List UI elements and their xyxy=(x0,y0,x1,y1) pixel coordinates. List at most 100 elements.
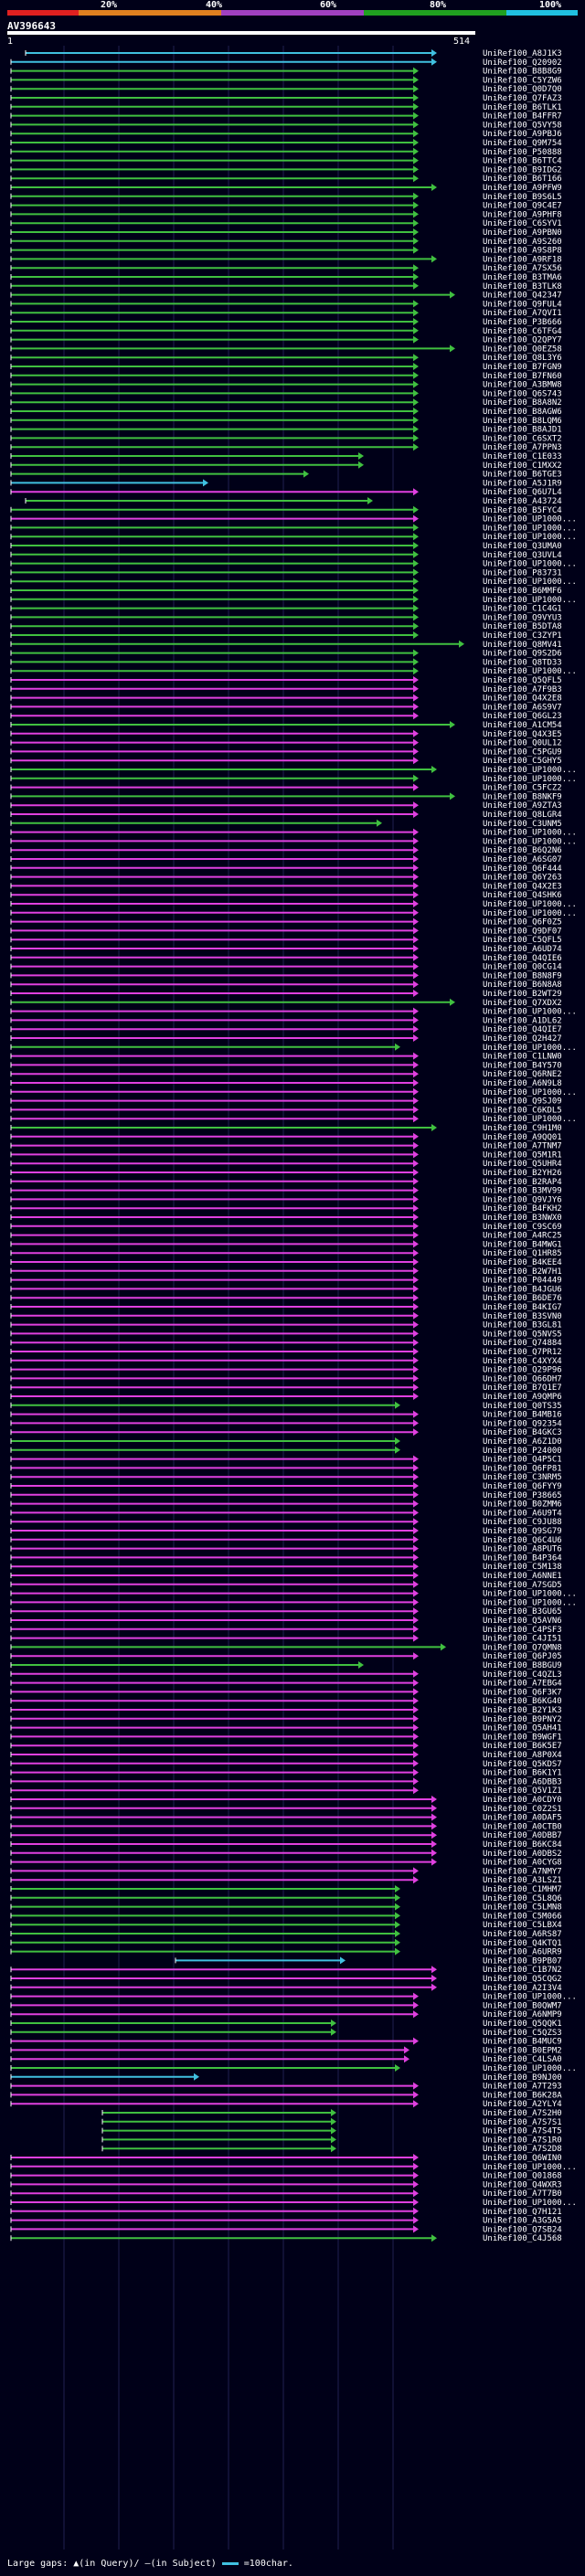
hit-row[interactable]: UniRef100_B6KG40 xyxy=(10,1697,562,1706)
hit-row[interactable]: UniRef100_Q6FP81 xyxy=(10,1464,562,1473)
hit-row[interactable]: UniRef100_B6DE76 xyxy=(10,1294,562,1303)
hit-label[interactable]: UniRef100_Q42347 xyxy=(483,292,562,301)
hit-row[interactable]: UniRef100_Q9VJY6 xyxy=(10,1195,562,1204)
hit-row[interactable]: UniRef100_Q74884 xyxy=(10,1339,562,1348)
hit-label[interactable]: UniRef100_UP1000... xyxy=(483,2163,577,2172)
hit-row[interactable]: UniRef100_UP1000... xyxy=(10,1115,577,1124)
hit-row[interactable]: UniRef100_Q5CQG2 xyxy=(10,1975,562,1984)
hit-row[interactable]: UniRef100_A0DAF5 xyxy=(10,1813,562,1823)
hit-row[interactable]: UniRef100_B4KIG7 xyxy=(10,1303,562,1312)
hit-label[interactable]: UniRef100_C1MHM7 xyxy=(483,1885,562,1894)
hit-label[interactable]: UniRef100_Q6RNE2 xyxy=(483,1070,562,1079)
hit-label[interactable]: UniRef100_B9IDG2 xyxy=(483,165,562,175)
hit-row[interactable]: UniRef100_A43724 xyxy=(25,497,562,506)
hit-row[interactable]: UniRef100_A2YLY4 xyxy=(10,2100,562,2109)
hit-row[interactable]: UniRef100_C6SYV1 xyxy=(10,219,562,228)
hit-label[interactable]: UniRef100_Q6F0Z5 xyxy=(483,918,562,928)
hit-row[interactable]: UniRef100_A6S9V7 xyxy=(10,703,562,712)
hit-row[interactable]: UniRef100_Q0TS35 xyxy=(10,1401,562,1411)
hit-label[interactable]: UniRef100_Q4X3E5 xyxy=(483,730,562,739)
hit-row[interactable]: UniRef100_UP1000... xyxy=(10,524,577,533)
hit-row[interactable]: UniRef100_Q4KTQ1 xyxy=(10,1938,562,1948)
hit-label[interactable]: UniRef100_C5M138 xyxy=(483,1563,562,1572)
hit-row[interactable]: UniRef100_Q5UHR4 xyxy=(10,1160,562,1169)
hit-label[interactable]: UniRef100_B6TGE3 xyxy=(483,471,562,480)
hit-row[interactable]: UniRef100_Q2QPY7 xyxy=(10,335,562,345)
hit-label[interactable]: UniRef100_B6KG40 xyxy=(483,1697,562,1706)
hit-row[interactable]: UniRef100_A7S4T5 xyxy=(101,2126,562,2136)
hit-row[interactable]: UniRef100_B9PB07 xyxy=(175,1956,562,1966)
hit-row[interactable]: UniRef100_UP1000... xyxy=(10,1992,577,2002)
hit-label[interactable]: UniRef100_Q5AVN6 xyxy=(483,1617,562,1626)
hit-label[interactable]: UniRef100_A7NMY7 xyxy=(483,1867,562,1876)
hit-row[interactable]: UniRef100_C1LNW0 xyxy=(10,1052,562,1062)
hit-label[interactable]: UniRef100_C4JI51 xyxy=(483,1635,562,1644)
hit-row[interactable]: UniRef100_UP1000... xyxy=(10,514,577,525)
hit-row[interactable]: UniRef100_A7PPN3 xyxy=(10,443,562,452)
hit-label[interactable]: UniRef100_B8NKF9 xyxy=(483,792,562,801)
hit-row[interactable]: UniRef100_C4PSF3 xyxy=(10,1625,562,1635)
hit-row[interactable]: UniRef100_Q3UMA0 xyxy=(10,542,562,551)
hit-row[interactable]: UniRef100_A2I3V4 xyxy=(10,1983,562,1993)
hit-label[interactable]: UniRef100_B0ZMM6 xyxy=(483,1500,562,1510)
hit-label[interactable]: UniRef100_B3GL81 xyxy=(483,1321,562,1330)
hit-label[interactable]: UniRef100_B4GKC3 xyxy=(483,1428,562,1437)
hit-row[interactable]: UniRef100_Q8LGR4 xyxy=(10,811,562,820)
hit-row[interactable]: UniRef100_Q6GL23 xyxy=(10,712,562,721)
hit-label[interactable]: UniRef100_B0EPM2 xyxy=(483,2046,562,2055)
hit-label[interactable]: UniRef100_UP1000... xyxy=(483,766,577,775)
hit-row[interactable]: UniRef100_P04449 xyxy=(10,1276,562,1286)
hit-label[interactable]: UniRef100_B8AJD1 xyxy=(483,426,562,435)
hit-label[interactable]: UniRef100_C5QZS3 xyxy=(483,2029,562,2038)
hit-label[interactable]: UniRef100_Q1HR85 xyxy=(483,1249,562,1258)
hit-row[interactable]: UniRef100_B2W7H1 xyxy=(10,1267,562,1277)
hit-row[interactable]: UniRef100_A9QMP6 xyxy=(10,1393,562,1402)
hit-row[interactable]: UniRef100_Q20902 xyxy=(10,58,562,68)
hit-label[interactable]: UniRef100_B6K1Y1 xyxy=(483,1769,562,1778)
hit-row[interactable]: UniRef100_Q4P5C1 xyxy=(10,1455,562,1465)
hit-label[interactable]: UniRef100_UP1000... xyxy=(483,1088,577,1097)
hit-row[interactable]: UniRef100_B9PNY2 xyxy=(10,1714,562,1724)
hit-row[interactable]: UniRef100_B8A8N2 xyxy=(10,398,562,408)
hit-label[interactable]: UniRef100_C5FCZ2 xyxy=(483,784,562,793)
hit-row[interactable]: UniRef100_Q5M1R1 xyxy=(10,1150,562,1160)
hit-row[interactable]: UniRef100_C5L8Q6 xyxy=(10,1893,562,1903)
hit-row[interactable]: UniRef100_Q9SJ09 xyxy=(10,1097,562,1107)
hit-row[interactable]: UniRef100_C5PGU9 xyxy=(10,747,562,757)
hit-label[interactable]: UniRef100_B3GU65 xyxy=(483,1607,562,1617)
hit-row[interactable]: UniRef100_Q6F3K7 xyxy=(10,1688,562,1697)
hit-row[interactable]: UniRef100_UP1000... xyxy=(10,2162,577,2172)
hit-label[interactable]: UniRef100_A6Z1D0 xyxy=(483,1437,562,1447)
hit-row[interactable]: UniRef100_Q7QMN8 xyxy=(10,1643,562,1652)
hit-row[interactable]: UniRef100_Q6PJ05 xyxy=(10,1652,562,1661)
hit-row[interactable]: UniRef100_Q6S743 xyxy=(10,389,562,398)
hit-row[interactable]: UniRef100_Q5QFL5 xyxy=(10,676,562,685)
hit-row[interactable]: UniRef100_Q7H121 xyxy=(10,2207,562,2217)
hit-row[interactable]: UniRef100_C5QFL5 xyxy=(10,936,562,945)
hit-label[interactable]: UniRef100_C6SYV1 xyxy=(483,219,562,228)
hit-row[interactable]: UniRef100_C1MHM7 xyxy=(10,1885,562,1894)
hit-label[interactable]: UniRef100_A9PBN0 xyxy=(483,228,562,238)
hit-label[interactable]: UniRef100_B4FFR7 xyxy=(483,112,562,122)
hit-label[interactable]: UniRef100_UP1000... xyxy=(483,837,577,846)
hit-label[interactable]: UniRef100_Q4SHK6 xyxy=(483,891,562,900)
hit-label[interactable]: UniRef100_UP1000... xyxy=(483,1590,577,1599)
hit-label[interactable]: UniRef100_Q5CQG2 xyxy=(483,1975,562,1984)
hit-label[interactable]: UniRef100_B9PNY2 xyxy=(483,1715,562,1724)
hit-label[interactable]: UniRef100_C5M066 xyxy=(483,1912,562,1921)
hit-row[interactable]: UniRef100_B0ZMM6 xyxy=(10,1500,562,1510)
hit-label[interactable]: UniRef100_P50888 xyxy=(483,148,562,157)
hit-row[interactable]: UniRef100_C6TFG4 xyxy=(10,326,562,336)
hit-label[interactable]: UniRef100_Q0UL12 xyxy=(483,739,562,748)
hit-row[interactable]: UniRef100_UP1000... xyxy=(10,1598,577,1607)
hit-label[interactable]: UniRef100_B4MUC9 xyxy=(483,2038,562,2047)
hit-row[interactable]: UniRef100_B2WT29 xyxy=(10,990,562,999)
hit-label[interactable]: UniRef100_Q5QQK1 xyxy=(483,2019,562,2029)
hit-label[interactable]: UniRef100_A6N9L8 xyxy=(483,1079,562,1088)
hit-label[interactable]: UniRef100_P83731 xyxy=(483,568,562,578)
hit-row[interactable]: UniRef100_Q6Y263 xyxy=(10,873,562,883)
hit-row[interactable]: UniRef100_B8LQM6 xyxy=(10,416,562,426)
hit-label[interactable]: UniRef100_Q20902 xyxy=(483,58,562,68)
hit-label[interactable]: UniRef100_A6S9V7 xyxy=(483,703,562,712)
hit-row[interactable]: UniRef100_Q0UL12 xyxy=(10,738,562,748)
